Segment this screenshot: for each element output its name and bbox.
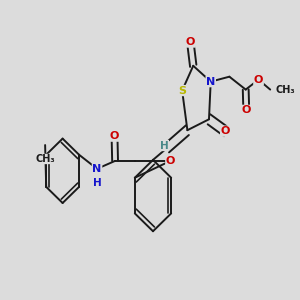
Text: N: N	[92, 164, 102, 174]
Text: H: H	[160, 140, 168, 151]
Text: N: N	[206, 76, 215, 87]
Text: O: O	[242, 105, 251, 116]
Text: O: O	[110, 131, 119, 141]
Text: CH₃: CH₃	[275, 85, 295, 94]
Text: O: O	[166, 156, 175, 166]
Text: CH₃: CH₃	[35, 154, 55, 164]
Text: S: S	[178, 85, 186, 96]
Text: O: O	[254, 75, 263, 85]
Text: O: O	[220, 126, 230, 136]
Text: O: O	[186, 37, 195, 47]
Text: H: H	[93, 178, 101, 188]
